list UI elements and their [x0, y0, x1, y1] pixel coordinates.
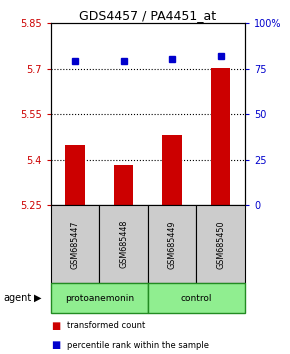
Text: control: control: [181, 294, 212, 303]
Text: ▶: ▶: [34, 293, 41, 303]
Bar: [211, 68, 231, 205]
Title: GDS4457 / PA4451_at: GDS4457 / PA4451_at: [79, 9, 216, 22]
Bar: [114, 165, 133, 205]
Bar: [65, 145, 85, 205]
Text: transformed count: transformed count: [67, 321, 145, 330]
Text: protoanemonin: protoanemonin: [65, 294, 134, 303]
Text: GSM685447: GSM685447: [70, 220, 79, 269]
Text: percentile rank within the sample: percentile rank within the sample: [67, 341, 209, 350]
Text: GSM685449: GSM685449: [168, 220, 177, 269]
Text: GSM685450: GSM685450: [216, 220, 225, 269]
Text: ■: ■: [51, 321, 60, 331]
Text: agent: agent: [3, 293, 31, 303]
Bar: [162, 135, 182, 205]
Text: ■: ■: [51, 340, 60, 350]
Text: GSM685448: GSM685448: [119, 220, 128, 268]
